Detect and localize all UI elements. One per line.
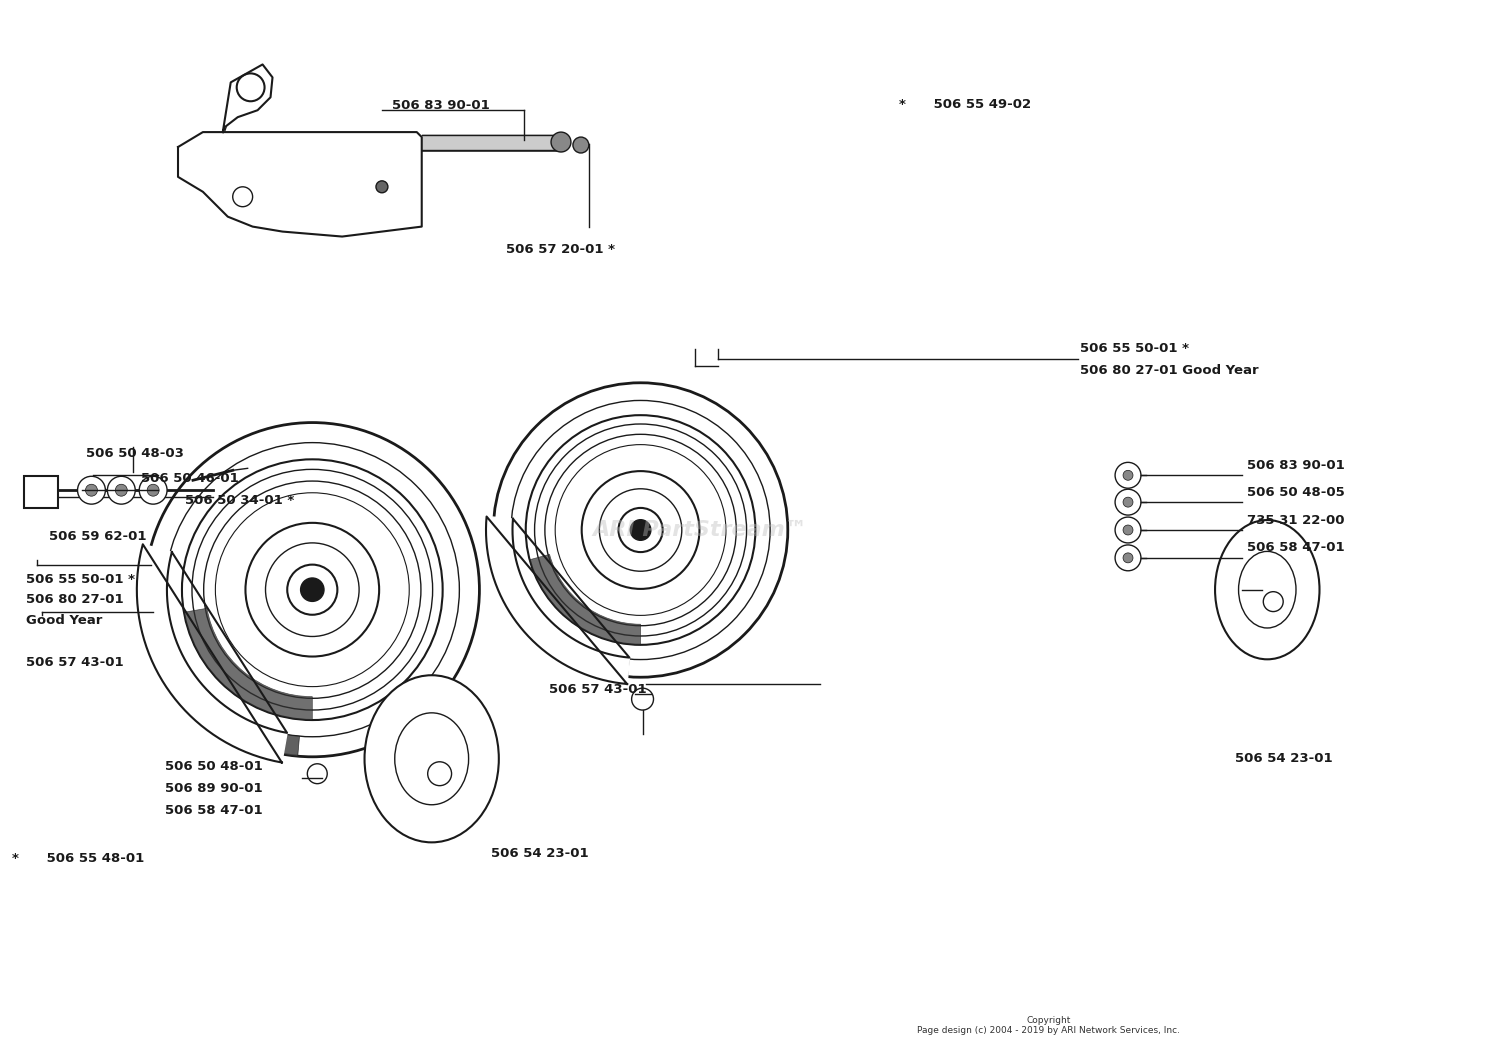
Polygon shape: [224, 65, 273, 133]
Text: 506 83 90-01: 506 83 90-01: [1248, 458, 1346, 472]
Text: 506 50 46-01: 506 50 46-01: [141, 472, 238, 485]
Text: *      506 55 48-01: * 506 55 48-01: [12, 852, 144, 865]
Bar: [24, 476, 57, 508]
Ellipse shape: [364, 675, 500, 842]
Circle shape: [1124, 470, 1132, 481]
Circle shape: [630, 520, 651, 540]
Circle shape: [140, 476, 166, 504]
Text: 506 59 62-01: 506 59 62-01: [48, 530, 146, 543]
Text: 506 89 90-01: 506 89 90-01: [165, 782, 262, 795]
Text: 506 83 90-01: 506 83 90-01: [392, 99, 489, 111]
Text: 506 55 50-01 *: 506 55 50-01 *: [26, 573, 135, 587]
Circle shape: [78, 476, 105, 504]
Text: Copyright
Page design (c) 2004 - 2019 by ARI Network Services, Inc.: Copyright Page design (c) 2004 - 2019 by…: [916, 1016, 1180, 1036]
Circle shape: [582, 471, 699, 589]
Circle shape: [1114, 517, 1142, 543]
Ellipse shape: [1215, 520, 1320, 659]
Polygon shape: [486, 517, 630, 684]
Wedge shape: [530, 555, 640, 645]
Wedge shape: [498, 563, 630, 677]
Circle shape: [1114, 489, 1142, 515]
Text: 506 80 27-01 Good Year: 506 80 27-01 Good Year: [1080, 364, 1258, 378]
Text: 506 80 27-01: 506 80 27-01: [26, 593, 123, 606]
Circle shape: [376, 180, 388, 193]
Circle shape: [1124, 498, 1132, 507]
Wedge shape: [184, 608, 312, 720]
Circle shape: [300, 578, 324, 602]
Text: 506 58 47-01: 506 58 47-01: [1248, 541, 1346, 555]
Text: 506 57 43-01: 506 57 43-01: [26, 656, 123, 668]
Text: 506 58 47-01: 506 58 47-01: [165, 804, 262, 817]
Circle shape: [1114, 545, 1142, 571]
Text: 506 50 48-05: 506 50 48-05: [1248, 486, 1346, 499]
Circle shape: [147, 484, 159, 497]
Text: Good Year: Good Year: [26, 614, 102, 627]
Text: 506 50 48-01: 506 50 48-01: [165, 761, 262, 773]
Circle shape: [618, 508, 663, 552]
Polygon shape: [178, 133, 422, 237]
Circle shape: [108, 476, 135, 504]
Text: 506 57 43-01: 506 57 43-01: [549, 682, 646, 696]
Circle shape: [573, 137, 590, 153]
Circle shape: [116, 484, 128, 497]
Circle shape: [246, 523, 380, 657]
Text: 506 54 23-01: 506 54 23-01: [492, 847, 590, 859]
Text: 506 54 23-01: 506 54 23-01: [1236, 752, 1334, 765]
Circle shape: [286, 564, 338, 614]
Text: 506 50 48-03: 506 50 48-03: [87, 447, 184, 459]
Circle shape: [1124, 553, 1132, 562]
Text: ARI PartStream™: ARI PartStream™: [592, 520, 808, 540]
Circle shape: [86, 484, 98, 497]
Text: 735 31 22-00: 735 31 22-00: [1248, 514, 1346, 526]
Text: 506 55 50-01 *: 506 55 50-01 *: [1080, 343, 1190, 355]
Circle shape: [1124, 525, 1132, 535]
Text: *      506 55 49-02: * 506 55 49-02: [898, 98, 1032, 110]
Text: 506 57 20-01 *: 506 57 20-01 *: [507, 243, 615, 256]
Circle shape: [1114, 463, 1142, 488]
Polygon shape: [136, 544, 286, 763]
Text: 506 50 34-01 *: 506 50 34-01 *: [184, 493, 294, 507]
Circle shape: [550, 133, 572, 152]
Wedge shape: [152, 628, 300, 756]
